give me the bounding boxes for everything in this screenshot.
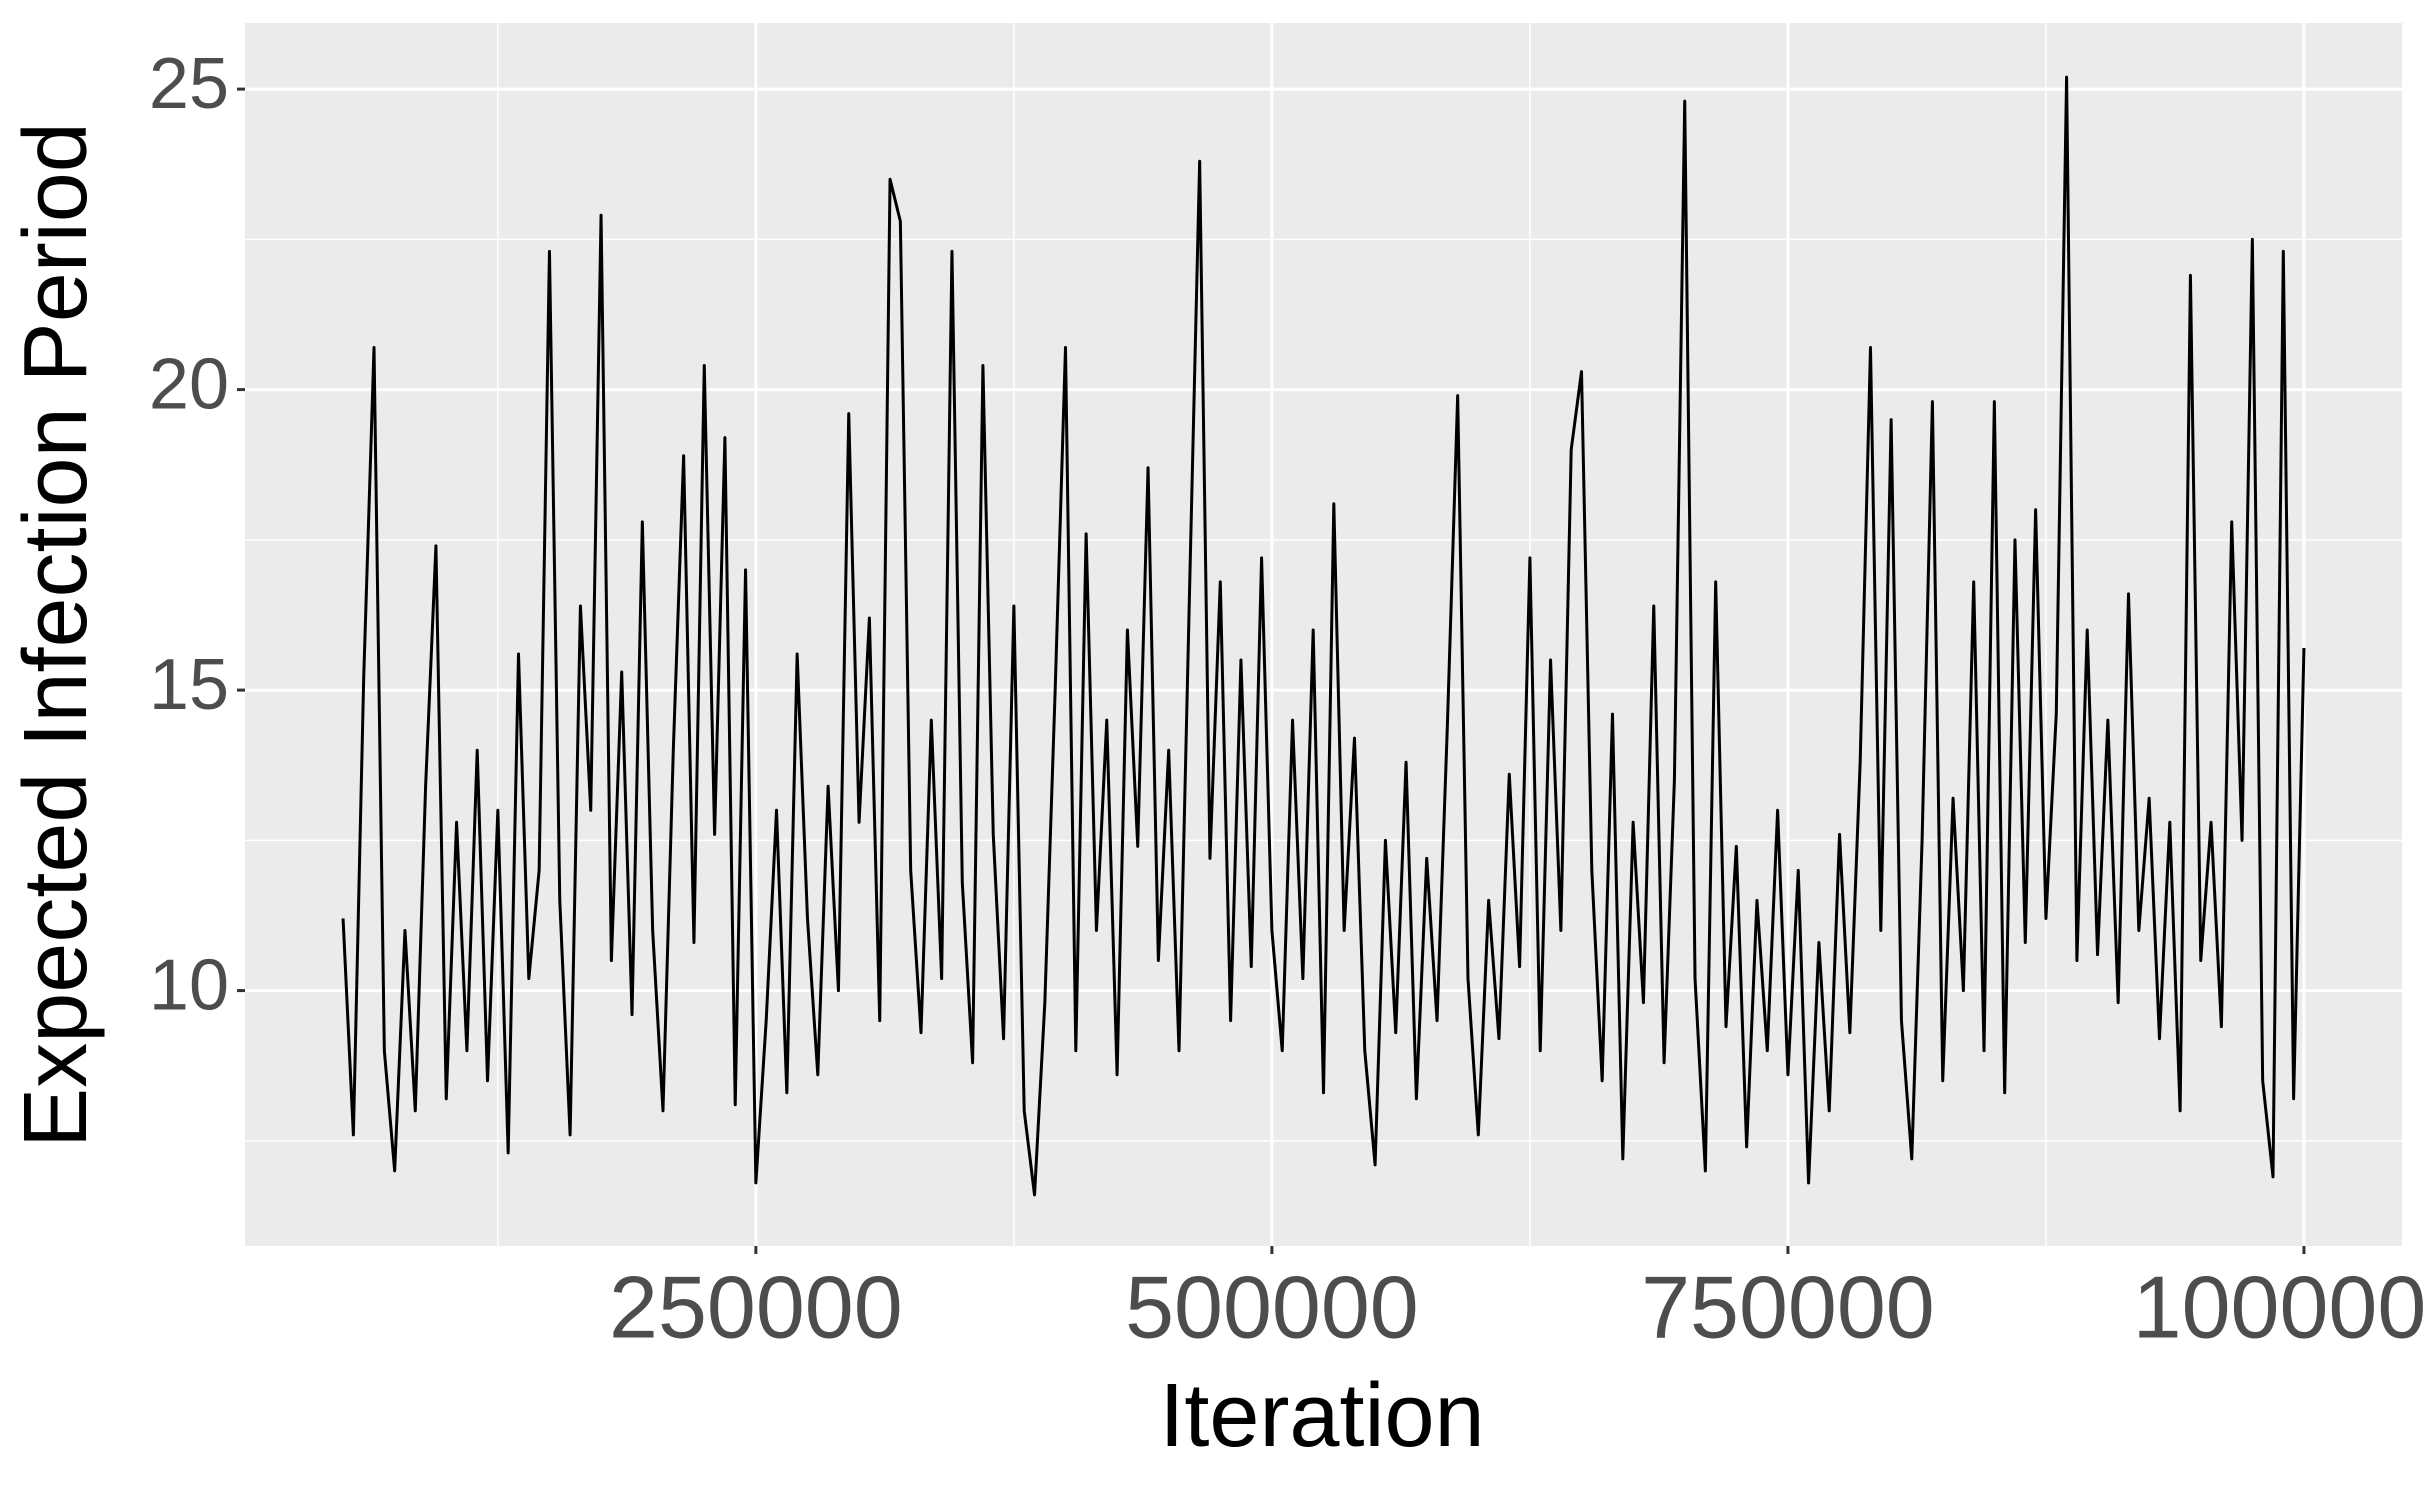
trace-line: [341, 75, 2306, 1197]
y-tick-label: 25: [149, 44, 229, 124]
x-tick-label: 1000000: [2133, 1257, 2427, 1356]
x-tick-label: 500000: [1125, 1257, 1419, 1356]
y-tick-label: 20: [149, 345, 229, 425]
y-axis-title: Expected Infection Period: [6, 122, 106, 1148]
x-axis-title: Iteration: [1159, 1366, 1484, 1466]
x-tick-label: 250000: [609, 1257, 903, 1356]
y-tick-label: 15: [149, 645, 229, 725]
x-tick-label: 750000: [1641, 1257, 1935, 1356]
y-tick-label: 10: [149, 946, 229, 1026]
